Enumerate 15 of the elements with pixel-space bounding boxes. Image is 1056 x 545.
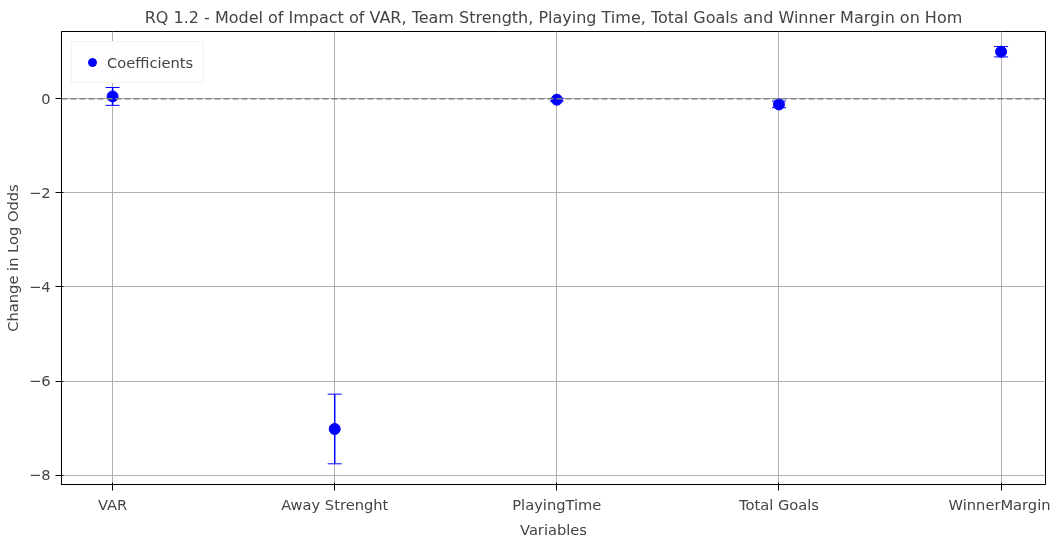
x-tick-label: VAR xyxy=(97,495,128,513)
x-tick-label: PlayingTime xyxy=(512,495,602,513)
y-tick-label: −4 xyxy=(28,277,51,295)
chart-title: RQ 1.2 - Model of Impact of VAR, Team Strength, Playing Time, Total Goals and Winner Margin on Hom xyxy=(144,7,963,27)
y-tick-label: −6 xyxy=(28,372,51,390)
y-axis-title: Change in Log Odds xyxy=(3,184,21,332)
x-tick-label: WinnerMargin xyxy=(948,495,1051,513)
x-tick-label: Total Goals xyxy=(738,495,819,513)
legend-label: Coefficients xyxy=(107,53,194,71)
y-tick-label: −8 xyxy=(28,466,51,484)
y-tick-label: −2 xyxy=(28,183,51,201)
x-tick-label: Away Strenght xyxy=(281,495,389,513)
x-axis-title: Variables xyxy=(520,520,587,538)
point xyxy=(328,423,341,435)
y-tick-label: 0 xyxy=(41,89,51,107)
